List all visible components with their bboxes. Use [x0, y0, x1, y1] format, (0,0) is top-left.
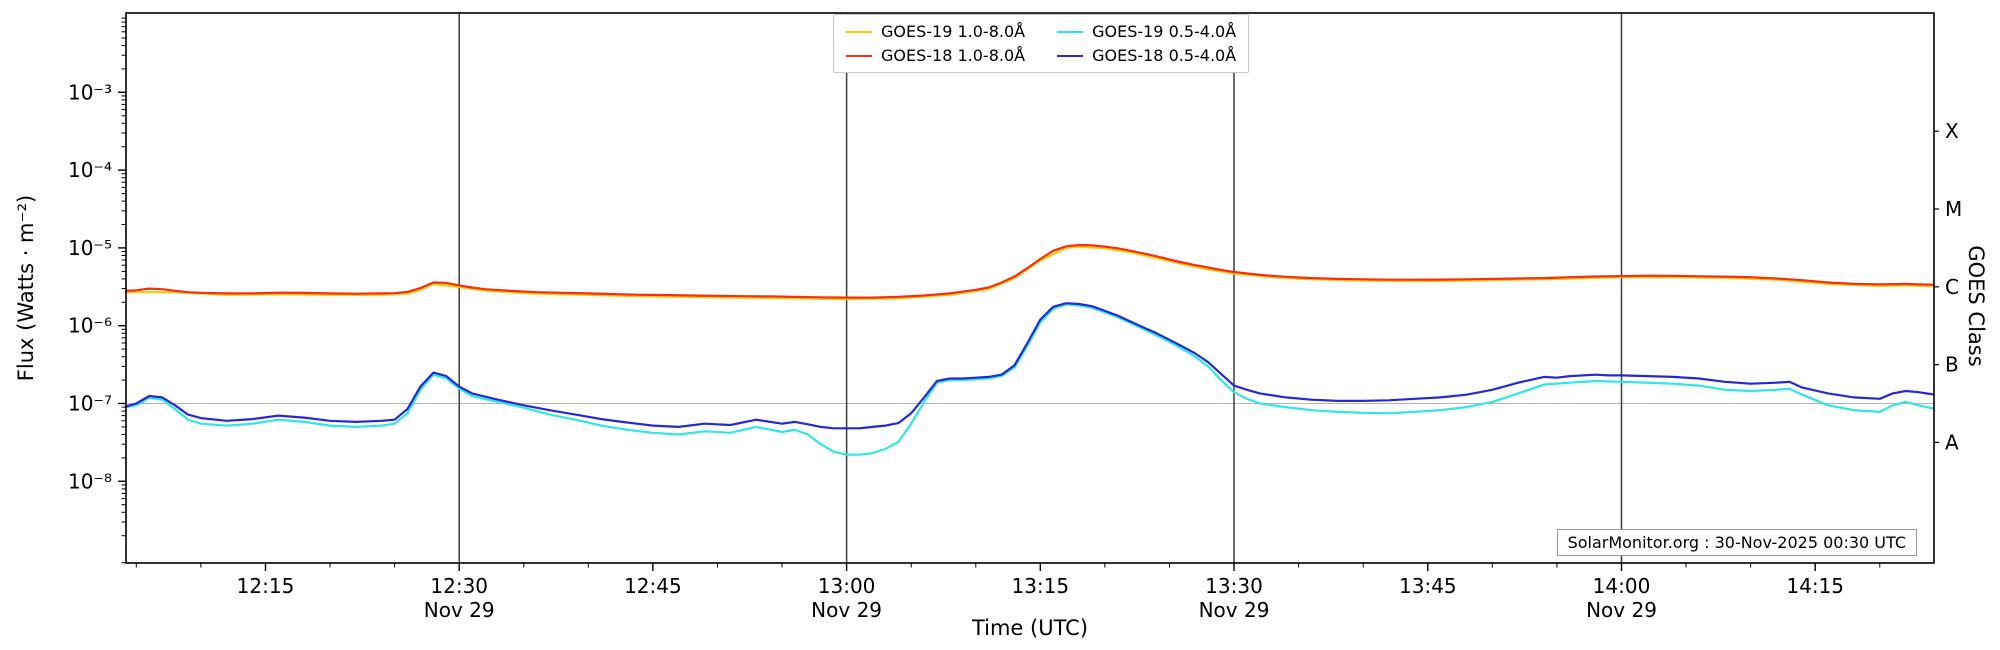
- legend-item: GOES-19 1.0-8.0Å: [846, 22, 1025, 41]
- legend-swatch: [846, 54, 872, 57]
- legend-label: GOES-19 0.5-4.0Å: [1092, 22, 1237, 41]
- legend: GOES-19 1.0-8.0Å GOES-19 0.5-4.0Å GOES-18 …: [833, 14, 1250, 74]
- x-tick-label: 13:45: [1399, 574, 1457, 598]
- series-goes18-short: [126, 302, 1934, 430]
- y-tick-label: 10⁻⁴: [68, 158, 112, 182]
- legend-item: GOES-18 0.5-4.0Å: [1057, 46, 1236, 65]
- x-axis-title: Time (UTC): [971, 616, 1089, 640]
- goes-class-label: A: [1945, 430, 1959, 454]
- y-tick-label: 10⁻⁶: [68, 314, 112, 338]
- x-tick-label: 13:30: [1205, 574, 1263, 598]
- series-goes18-long: [126, 243, 1934, 299]
- legend-label: GOES-19 1.0-8.0Å: [881, 22, 1026, 41]
- goes-class-label: C: [1945, 275, 1959, 299]
- watermark: SolarMonitor.org : 30-Nov-2025 00:30 UTC: [1556, 529, 1917, 556]
- legend-item: GOES-19 0.5-4.0Å: [1057, 22, 1236, 41]
- x-tick-label: 12:30: [430, 574, 488, 598]
- plot-border: [125, 12, 1935, 564]
- x-tick-sublabel: Nov 29: [1586, 598, 1657, 622]
- goes-class-label: M: [1945, 197, 1962, 221]
- goes-class-label: B: [1945, 353, 1959, 377]
- x-tick-label: 13:00: [818, 574, 876, 598]
- series-goes19-long: [126, 245, 1934, 301]
- y-tick-label: 10⁻⁵: [68, 236, 112, 260]
- legend-label: GOES-18 1.0-8.0Å: [881, 46, 1026, 66]
- legend-swatch: [1057, 54, 1084, 57]
- x-tick-sublabel: Nov 29: [424, 598, 495, 622]
- x-tick-label: 14:00: [1593, 574, 1651, 598]
- y-tick-label: 10⁻³: [68, 80, 112, 104]
- x-tick-sublabel: Nov 29: [811, 598, 882, 622]
- y-axis-title: Flux (Watts · m⁻²): [14, 194, 38, 382]
- x-tick-sublabel: Nov 29: [1199, 598, 1270, 622]
- series-goes19-short: [126, 303, 1934, 456]
- legend-swatch: [846, 30, 872, 33]
- legend-label: GOES-18 0.5-4.0Å: [1092, 46, 1237, 66]
- y-tick-label: 10⁻⁸: [68, 469, 112, 493]
- right-axis-title: GOES Class: [1964, 245, 1988, 367]
- x-tick-label: 13:15: [1011, 574, 1069, 598]
- y-tick-label: 10⁻⁷: [68, 392, 112, 416]
- legend-item: GOES-18 1.0-8.0Å: [846, 46, 1025, 65]
- x-tick-label: 14:15: [1786, 574, 1844, 598]
- goes-class-label: X: [1945, 119, 1959, 143]
- x-tick-label: 12:45: [624, 574, 682, 598]
- legend-swatch: [1057, 30, 1084, 33]
- x-tick-label: 12:15: [237, 574, 295, 598]
